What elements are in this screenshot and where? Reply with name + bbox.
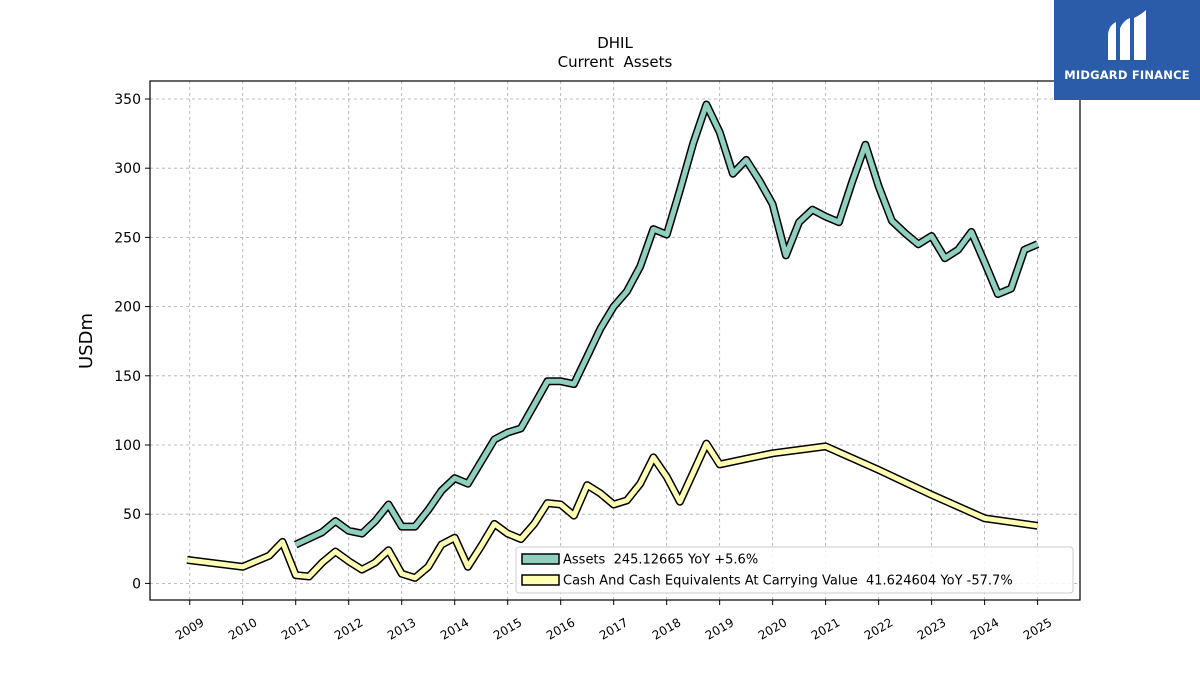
series-1-line [186,441,1038,581]
series-0-line [294,102,1039,547]
x-tick-label: 2022 [862,615,895,642]
logo: MIDGARD FINANCE [1054,0,1200,100]
y-ticks: 0 50 100 150 200 250 300 350 [114,92,150,592]
x-tick-label: 2013 [385,615,418,642]
y-tick-label: 50 [123,507,141,523]
legend-swatch [521,553,560,565]
series-lines [186,100,1040,582]
x-tick-label: 2023 [915,615,948,642]
x-ticks: 2009 2010 2011 2012 2013 2014 2015 2016 2017 2018… [173,600,1054,643]
x-tick-label: 2009 [173,615,206,642]
x-tick-label: 2010 [226,615,259,642]
y-tick-label: 300 [114,161,141,177]
legend-box [515,546,1074,594]
legend-swatch [521,574,560,586]
y-tick-label: 200 [114,300,141,316]
x-tick-label: 2011 [279,615,312,642]
x-tick-label: 2021 [809,615,842,642]
x-tick-label: 2012 [332,615,365,642]
logo-mark-icon [1108,10,1146,60]
x-tick-label: 2018 [650,615,683,642]
x-tick-label: 2020 [756,615,789,642]
logo-text: MIDGARD FINANCE [1064,68,1190,82]
grid [150,81,1080,600]
y-tick-label: 0 [132,576,141,592]
chart-subtitle: Current Assets [558,53,673,71]
x-tick-label: 2016 [544,615,577,642]
y-tick-label: 350 [114,92,141,108]
x-tick-label: 2015 [491,615,524,642]
x-tick-label: 2014 [438,615,471,642]
legend-label: Cash And Cash Equivalents At Carrying Va… [563,574,1013,589]
y-tick-label: 250 [114,230,141,246]
legend-label: Assets 245.12665 YoY +5.6% [563,553,758,568]
legend: Assets 245.12665 YoY +5.6% Cash And Cash … [515,546,1074,594]
y-axis-label: USDm [76,313,97,369]
x-tick-label: 2017 [597,615,630,642]
chart-title: DHIL [597,34,633,52]
x-tick-label: 2024 [968,615,1001,642]
y-tick-label: 150 [114,369,141,385]
plot-frame [149,80,1081,601]
y-tick-label: 100 [114,438,141,454]
x-tick-label: 2019 [703,615,736,642]
x-tick-label: 2025 [1021,615,1054,642]
